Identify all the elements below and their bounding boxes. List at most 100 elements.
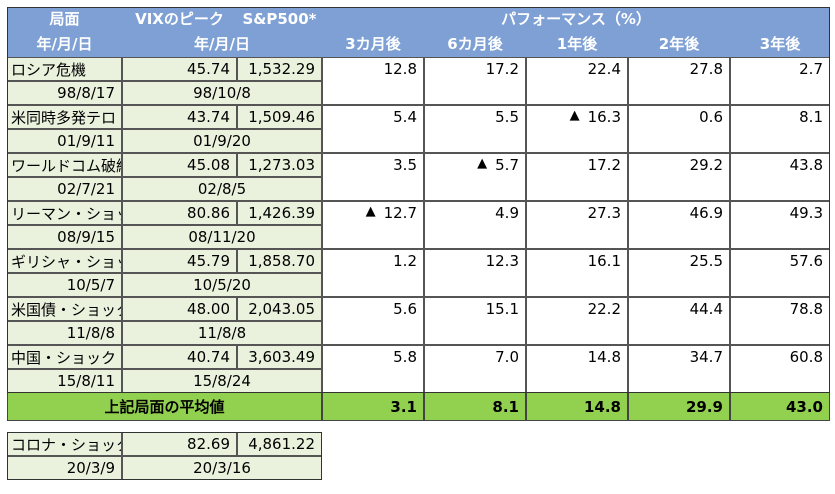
header-period: 3年後 — [730, 30, 830, 57]
performance-value: 22.2 — [587, 300, 621, 318]
performance-cell: ▲ 16.3 — [526, 105, 628, 153]
performance-cell: ▲ 12.7 — [322, 201, 424, 249]
performance-cell: ▲ 5.7 — [424, 153, 526, 201]
performance-value: 5.8 — [393, 348, 417, 366]
event-date: 10/5/7 — [7, 273, 122, 297]
vix-peak-value: 45.79 — [122, 249, 237, 273]
performance-cell: 27.3 — [526, 201, 628, 249]
performance-value: 5.6 — [393, 300, 417, 318]
event-date: 98/8/17 — [7, 81, 122, 105]
event-date: 02/7/21 — [7, 177, 122, 201]
performance-cell: 22.2 — [526, 297, 628, 345]
performance-value: 44.4 — [689, 300, 723, 318]
performance-value: 17.2 — [587, 156, 621, 174]
event-name: ワールドコム破綻 — [7, 153, 122, 177]
performance-cell: 17.2 — [526, 153, 628, 201]
event-name: 米国債・ショック — [7, 297, 122, 321]
performance-cell: 49.3 — [730, 201, 830, 249]
event-name: リーマン・ショック — [7, 201, 122, 225]
performance-cell: 22.4 — [526, 57, 628, 105]
average-value: 14.8 — [526, 392, 628, 421]
performance-cell: 5.4 — [322, 105, 424, 153]
sp500-date: 11/8/8 — [122, 321, 322, 345]
performance-cell: 8.1 — [730, 105, 830, 153]
performance-value: 16.3 — [587, 108, 621, 126]
header-phase: 局面 — [7, 7, 122, 30]
performance-value: 16.1 — [587, 252, 621, 270]
performance-value: 60.8 — [789, 348, 823, 366]
covid-date: 20/3/9 — [7, 456, 122, 480]
negative-triangle-icon: ▲ — [569, 108, 580, 123]
sp500-value: 1,273.03 — [237, 153, 322, 177]
sp500-date: 15/8/24 — [122, 369, 322, 393]
performance-value: 3.5 — [393, 156, 417, 174]
event-date: 11/8/8 — [7, 321, 122, 345]
sp500-date: 10/5/20 — [122, 273, 322, 297]
performance-value: 49.3 — [789, 204, 823, 222]
performance-value: 8.1 — [799, 108, 823, 126]
performance-cell: 3.5 — [322, 153, 424, 201]
event-date: 15/8/11 — [7, 369, 122, 393]
performance-value: 27.8 — [689, 60, 723, 78]
performance-value: 29.2 — [689, 156, 723, 174]
sp500-date: 98/10/8 — [122, 81, 322, 105]
sp500-date: 02/8/5 — [122, 177, 322, 201]
vix-peak-value: 43.74 — [122, 105, 237, 129]
average-label: 上記局面の平均値 — [7, 392, 322, 421]
event-name: ロシア危機 — [7, 57, 122, 81]
performance-value: 34.7 — [689, 348, 723, 366]
performance-cell: 43.8 — [730, 153, 830, 201]
sp500-value: 1,858.70 — [237, 249, 322, 273]
performance-value: 12.8 — [383, 60, 417, 78]
performance-value: 46.9 — [689, 204, 723, 222]
vix-peak-value: 80.86 — [122, 201, 237, 225]
negative-triangle-icon: ▲ — [477, 156, 488, 171]
performance-cell: 15.1 — [424, 297, 526, 345]
header-period: 2年後 — [628, 30, 730, 57]
performance-cell: 25.5 — [628, 249, 730, 297]
covid-name: コロナ・ショック — [7, 432, 122, 456]
average-value: 29.9 — [628, 392, 730, 421]
performance-cell: 57.6 — [730, 249, 830, 297]
performance-cell: 12.8 — [322, 57, 424, 105]
sp500-value: 1,532.29 — [237, 57, 322, 81]
performance-value: 1.2 — [393, 252, 417, 270]
performance-value: 2.7 — [799, 60, 823, 78]
performance-cell: 29.2 — [628, 153, 730, 201]
performance-cell: 27.8 — [628, 57, 730, 105]
performance-value: 14.8 — [587, 348, 621, 366]
vix-peak-value: 45.74 — [122, 57, 237, 81]
header-date-format: 年/月/日 — [7, 30, 122, 57]
header-period: 1年後 — [526, 30, 628, 57]
performance-cell: 2.7 — [730, 57, 830, 105]
performance-value: 5.4 — [393, 108, 417, 126]
performance-value: 15.1 — [485, 300, 519, 318]
header-sp500: S&P500* — [237, 7, 322, 30]
event-date: 01/9/11 — [7, 129, 122, 153]
event-name: 米同時多発テロ — [7, 105, 122, 129]
performance-value: 0.6 — [699, 108, 723, 126]
performance-cell: 34.7 — [628, 345, 730, 393]
vix-peak-value: 45.08 — [122, 153, 237, 177]
performance-cell: 0.6 — [628, 105, 730, 153]
header-period: 3カ月後 — [322, 30, 424, 57]
sp500-value: 2,043.05 — [237, 297, 322, 321]
average-value: 43.0 — [730, 392, 830, 421]
event-date: 08/9/15 — [7, 225, 122, 249]
performance-cell: 1.2 — [322, 249, 424, 297]
performance-value: 43.8 — [789, 156, 823, 174]
performance-value: 5.7 — [495, 156, 519, 174]
performance-value: 4.9 — [495, 204, 519, 222]
performance-value: 17.2 — [485, 60, 519, 78]
performance-cell: 5.6 — [322, 297, 424, 345]
performance-value: 12.7 — [383, 204, 417, 222]
performance-cell: 5.8 — [322, 345, 424, 393]
performance-cell: 5.5 — [424, 105, 526, 153]
covid-sp500-value: 4,861.22 — [237, 432, 322, 456]
vix-peak-value: 48.00 — [122, 297, 237, 321]
performance-cell: 60.8 — [730, 345, 830, 393]
sp500-date: 01/9/20 — [122, 129, 322, 153]
header-performance: パフォーマンス（%） — [322, 7, 830, 30]
performance-value: 12.3 — [485, 252, 519, 270]
performance-cell: 7.0 — [424, 345, 526, 393]
